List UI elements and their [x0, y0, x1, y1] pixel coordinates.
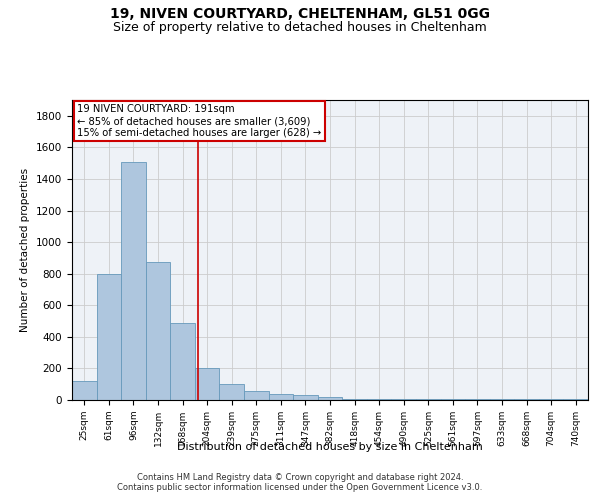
- Text: Size of property relative to detached houses in Cheltenham: Size of property relative to detached ho…: [113, 21, 487, 34]
- Bar: [514, 399, 539, 400]
- Bar: [121, 162, 146, 400]
- Bar: [465, 399, 490, 400]
- Text: Contains public sector information licensed under the Open Government Licence v3: Contains public sector information licen…: [118, 484, 482, 492]
- Bar: [416, 399, 440, 400]
- Bar: [318, 397, 342, 400]
- Text: Contains HM Land Registry data © Crown copyright and database right 2024.: Contains HM Land Registry data © Crown c…: [137, 472, 463, 482]
- Text: Distribution of detached houses by size in Cheltenham: Distribution of detached houses by size …: [177, 442, 483, 452]
- Text: 19, NIVEN COURTYARD, CHELTENHAM, GL51 0GG: 19, NIVEN COURTYARD, CHELTENHAM, GL51 0G…: [110, 8, 490, 22]
- Bar: [391, 399, 416, 400]
- Bar: [72, 381, 97, 400]
- Bar: [367, 399, 391, 400]
- Bar: [269, 394, 293, 400]
- Bar: [563, 399, 588, 400]
- Bar: [244, 390, 269, 400]
- Bar: [490, 399, 514, 400]
- Bar: [146, 262, 170, 400]
- Bar: [539, 399, 563, 400]
- Y-axis label: Number of detached properties: Number of detached properties: [20, 168, 31, 332]
- Bar: [170, 322, 195, 400]
- Bar: [97, 274, 121, 400]
- Bar: [440, 399, 465, 400]
- Text: 19 NIVEN COURTYARD: 191sqm
← 85% of detached houses are smaller (3,609)
15% of s: 19 NIVEN COURTYARD: 191sqm ← 85% of deta…: [77, 104, 322, 138]
- Bar: [195, 368, 220, 400]
- Bar: [342, 399, 367, 400]
- Bar: [293, 396, 318, 400]
- Bar: [220, 384, 244, 400]
